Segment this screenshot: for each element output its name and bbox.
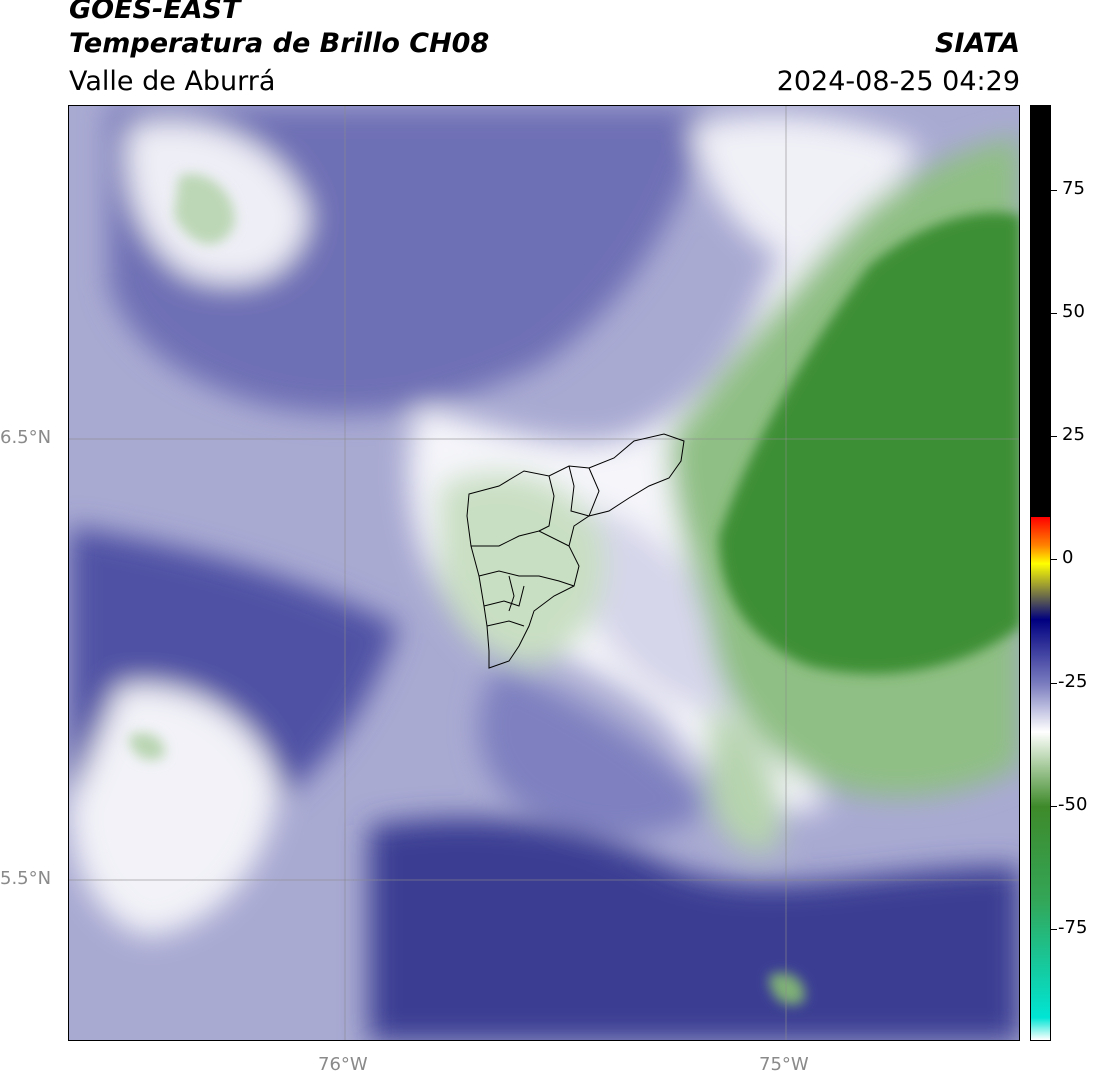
lon-label-75: 75°W: [759, 1054, 809, 1075]
colorbar-label-0: 0: [1062, 547, 1074, 568]
warm-region-west: [69, 684, 279, 936]
colorbar-tick: [1051, 806, 1057, 807]
cold-cloud-region-south: [369, 818, 1019, 1040]
boundary-inner-7: [508, 575, 515, 612]
colorbar-label-50: 50: [1062, 301, 1085, 322]
boundary-inner-3: [588, 467, 600, 517]
boundary-outline: [466, 433, 685, 669]
satellite-map: [69, 106, 1019, 1040]
colorbar-tick: [1051, 929, 1057, 930]
colorbar-tick: [1051, 190, 1057, 191]
colorbar-label-minus50: -50: [1058, 794, 1088, 815]
boundary-inner-5: [478, 570, 575, 587]
boundary-inner-8: [486, 620, 525, 627]
warm-region-northeast: [689, 115, 919, 266]
map-frame: [68, 105, 1020, 1041]
colorbar-tick: [1051, 436, 1057, 437]
boundary-inner-2: [568, 465, 590, 517]
green-region-centre: [439, 471, 606, 666]
title-region: Valle de Aburrá: [69, 66, 276, 97]
colorbar-tick: [1051, 559, 1057, 560]
colorbar-label-75: 75: [1062, 178, 1085, 199]
boundary-inner-1: [538, 475, 555, 532]
lat-label-5-5: 5.5°N: [0, 868, 52, 889]
green-patch-south: [769, 972, 805, 1005]
colorbar-label-minus75: -75: [1058, 917, 1088, 938]
colorbar-label-minus25: -25: [1058, 671, 1088, 692]
lon-label-76: 76°W: [318, 1054, 368, 1075]
municipality-boundaries: [466, 433, 685, 669]
dark-green-core: [719, 212, 1019, 674]
green-region-southeast: [709, 706, 781, 853]
green-patch-west: [129, 732, 165, 760]
datetime-label: 2024-08-25 04:29: [776, 66, 1020, 97]
title-satellite: GOES-EAST: [69, 0, 241, 25]
colorbar-tick: [1051, 313, 1057, 314]
boundary-inner-4: [471, 530, 570, 547]
pale-region-middle: [578, 506, 749, 713]
colorbar-label-25: 25: [1062, 424, 1085, 445]
colorbar-tick: [1051, 683, 1057, 684]
organization-label: SIATA: [934, 28, 1020, 59]
title-product: Temperatura de Brillo CH08: [69, 28, 490, 59]
mid-cloud-region-centre: [478, 666, 709, 836]
green-patch-north: [174, 174, 235, 245]
colorbar: [1030, 105, 1051, 1041]
lat-label-6-5: 6.5°N: [0, 427, 52, 448]
